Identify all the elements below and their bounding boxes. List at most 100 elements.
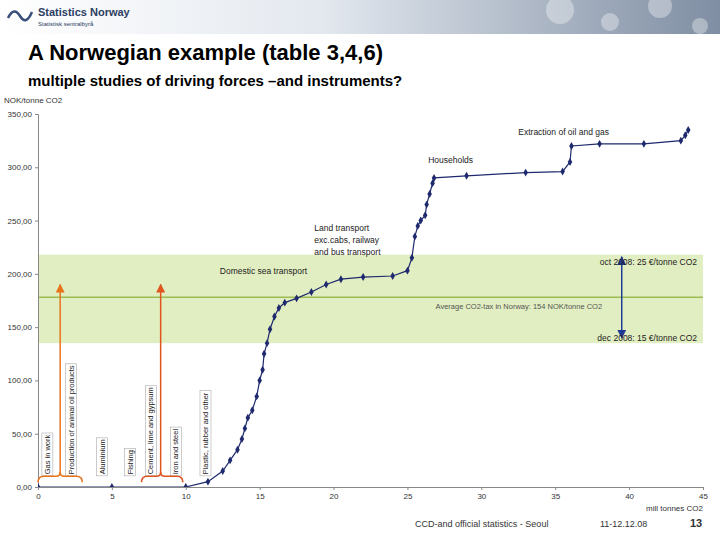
y-tick-label: 200,00 (8, 270, 33, 279)
x-tick: 30 (477, 487, 486, 501)
x-tick-label: 35 (551, 492, 560, 501)
annotation: dec 2008: 15 €/tonne CO2 (597, 333, 697, 343)
series-point (240, 435, 245, 443)
sector-label-group: Cement, lime and gypsum (145, 386, 156, 476)
series-point (560, 168, 565, 176)
sector-label-group: Iron and steel (170, 427, 181, 476)
x-tick-label: 0 (36, 492, 41, 501)
sector-label: Production of animal oil products (67, 365, 76, 474)
y-tick-label: 150,00 (8, 323, 33, 332)
series-point (260, 366, 265, 374)
series-point (418, 217, 423, 225)
y-tick-mark (35, 434, 38, 435)
footer-source: CCD-and official statistics - Seoul (415, 519, 548, 529)
series-point (243, 424, 248, 432)
brace (141, 472, 182, 482)
sector-label-box (170, 427, 181, 476)
reference-line (38, 297, 703, 299)
title: A Norwegian example (table 3,4,6) (28, 40, 383, 65)
y-tick-mark (35, 487, 38, 488)
series-point (416, 222, 421, 230)
x-tick: 25 (403, 487, 412, 501)
logo-icon (8, 11, 32, 20)
x-tick-mark (555, 487, 556, 490)
y-tick-label: 300,00 (8, 163, 33, 172)
series-point (523, 169, 528, 177)
x-tick-mark (481, 487, 482, 490)
logo-subtext: Statistisk sentralbyrå (38, 21, 94, 27)
series-point (309, 288, 314, 296)
annotation: Extraction of oil and gas (518, 127, 609, 137)
arrow (59, 285, 61, 475)
series-point (568, 158, 573, 166)
subtitle: multiple studies of driving forces –and … (28, 72, 402, 89)
header-decoration (648, 0, 672, 18)
x-tick-mark (186, 487, 187, 490)
arrow (160, 285, 162, 475)
sector-label-box (66, 364, 77, 476)
sector-label-group: Fishing (125, 449, 136, 476)
x-tick: 45 (699, 487, 708, 501)
annotation: oct 2008: 25 €/tonne CO2 (600, 257, 698, 267)
footer-date: 11-12.12.08 (600, 519, 647, 529)
y-tick: 0,00 (16, 483, 38, 492)
series-point (110, 483, 115, 487)
brace (38, 472, 82, 482)
series-point (254, 392, 259, 400)
x-tick-label: 10 (182, 492, 191, 501)
y-tick-label: 0,00 (16, 483, 32, 492)
y-tick: 250,00 (8, 217, 38, 226)
series-point (410, 254, 415, 262)
arrow (621, 257, 623, 338)
x-tick-label: 40 (625, 492, 634, 501)
y-axis: 0,00 50,00 100,00 150,00 200,00 250,00 300,00 3… (8, 110, 39, 492)
series-point (679, 137, 684, 145)
plot-area (38, 255, 703, 343)
x-tick: 20 (330, 487, 339, 501)
y-tick-label: 350,00 (8, 110, 33, 119)
y-tick-mark (35, 167, 38, 168)
series-point (272, 313, 277, 321)
sector-label: Iron and steel (171, 429, 180, 475)
series-point (569, 142, 574, 150)
series-point (405, 267, 410, 275)
series-point (235, 446, 240, 454)
x-tick-label: 20 (330, 492, 339, 501)
series-point (38, 483, 40, 487)
x-tick: 5 (110, 487, 115, 501)
x-tick-label: 30 (477, 492, 486, 501)
series-point (361, 273, 366, 281)
x-axis: 051015202530354045 (36, 487, 708, 501)
series-point (423, 211, 428, 219)
sector-label: Aluminium (98, 439, 107, 474)
sector-label-box (200, 391, 211, 476)
series-point (268, 325, 273, 333)
series-point (390, 272, 395, 280)
sector-label-group: Gas in work (42, 433, 53, 476)
sector-label-group: Production of animal oil products (66, 364, 77, 476)
series-point (257, 376, 262, 384)
series-point (427, 190, 432, 198)
x-tick: 10 (182, 487, 191, 501)
price-band (38, 255, 703, 343)
series-line (38, 130, 688, 487)
x-tick-mark (407, 487, 408, 490)
y-axis-title: NOK/tonne CO2 (4, 96, 63, 105)
series-point (597, 140, 602, 148)
y-tick-mark (35, 327, 38, 328)
y-tick: 100,00 (8, 376, 38, 385)
y-tick: 50,00 (12, 430, 38, 439)
x-tick-mark (703, 487, 704, 490)
series-point (262, 350, 267, 358)
annotation: and bus transport (314, 247, 381, 257)
series-point (283, 299, 288, 307)
series-point (424, 201, 429, 209)
chart-svg: Statistics NorwayStatistisk sentralbyråA… (0, 0, 720, 540)
header-decoration (601, 13, 619, 31)
chart-root: Statistics NorwayStatistisk sentralbyråA… (0, 0, 720, 540)
x-tick: 0 (36, 487, 41, 501)
x-tick-mark (38, 487, 39, 490)
y-tick: 350,00 (8, 110, 38, 119)
header-decoration (546, 0, 574, 24)
sector-label-group: Aluminium (97, 438, 108, 476)
